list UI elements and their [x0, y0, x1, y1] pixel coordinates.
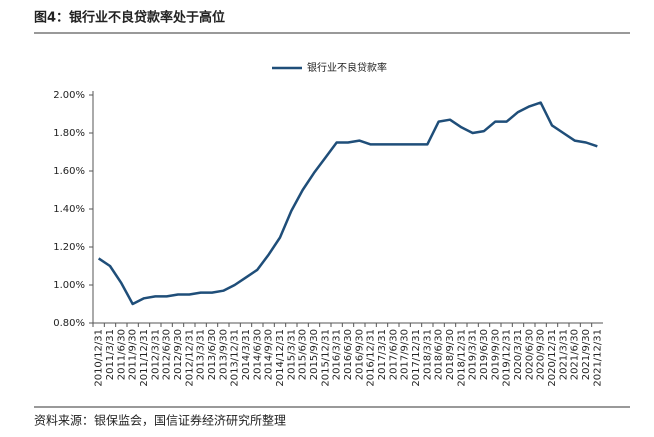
x-tick-label: 2017/9/30	[400, 329, 411, 380]
x-tick-label: 2019/12/31	[502, 329, 513, 387]
y-tick-label: 1.00%	[53, 280, 85, 291]
x-tick-label: 2012/9/30	[173, 329, 184, 380]
x-tick-label: 2020/9/30	[536, 329, 547, 380]
x-tick-label: 2018/3/31	[422, 329, 433, 380]
x-tick-label: 2018/6/30	[434, 329, 445, 380]
source: 资料来源：银保监会，国信证券经济研究所整理	[34, 413, 286, 428]
x-tick-label: 2019/6/30	[479, 329, 490, 380]
x-tick-label: 2018/12/31	[456, 329, 467, 387]
x-tick-label: 2012/3/31	[150, 329, 161, 380]
legend-label: 银行业不良贷款率	[307, 61, 387, 74]
x-tick-label: 2017/3/31	[377, 329, 388, 380]
x-tick-label: 2020/6/30	[524, 329, 535, 380]
x-tick-label: 2014/3/31	[241, 329, 252, 380]
x-tick-label: 2021/9/30	[581, 329, 592, 380]
y-tick-label: 1.40%	[53, 204, 85, 215]
x-tick-label: 2014/12/31	[275, 329, 286, 387]
y-tick-label: 1.80%	[53, 128, 85, 139]
x-tick-label: 2011/3/31	[105, 329, 116, 380]
x-tick-label: 2013/3/31	[196, 329, 207, 380]
x-tick-label: 2016/12/31	[366, 329, 377, 387]
y-tick-label: 0.80%	[53, 318, 85, 329]
y-tick-label: 1.20%	[53, 242, 85, 253]
x-tick-label: 2014/9/30	[264, 329, 275, 380]
y-tick-label: 2.00%	[53, 90, 85, 101]
x-tick-label: 2019/3/31	[468, 329, 479, 380]
x-tick-label: 2015/6/30	[298, 329, 309, 380]
x-tick-label: 2012/6/30	[162, 329, 173, 380]
x-tick-label: 2015/3/31	[286, 329, 297, 380]
chart-title: 图4：银行业不良贷款率处于高位	[34, 10, 225, 26]
x-tick-label: 2017/12/31	[411, 329, 422, 387]
x-tick-label: 2020/12/31	[547, 329, 558, 387]
x-tick-label: 2015/9/30	[309, 329, 320, 380]
x-tick-label: 2021/12/31	[592, 329, 603, 387]
x-tick-label: 2014/6/30	[252, 329, 263, 380]
y-tick-label: 1.60%	[53, 166, 85, 177]
x-tick-label: 2020/3/31	[513, 329, 524, 380]
x-tick-label: 2018/9/30	[445, 329, 456, 380]
x-tick-label: 2016/3/31	[332, 329, 343, 380]
x-tick-label: 2021/3/31	[558, 329, 569, 380]
line	[97, 101, 598, 306]
x-tick-label: 2015/12/31	[320, 329, 331, 387]
x-tick-label: 2011/9/30	[128, 329, 139, 380]
x-tick-label: 2013/6/30	[207, 329, 218, 380]
x-tick-label: 2011/6/30	[116, 329, 127, 380]
x-tick-label: 2013/12/31	[230, 329, 241, 387]
x-tick-label: 2010/12/31	[94, 329, 105, 387]
x-tick-label: 2016/6/30	[343, 329, 354, 380]
x-tick-label: 2016/9/30	[354, 329, 365, 380]
x-tick-label: 2011/12/31	[139, 329, 150, 387]
x-tick-label: 2019/9/30	[490, 329, 501, 380]
x-tick-label: 2021/6/30	[570, 329, 581, 380]
x-tick-label: 2013/9/30	[218, 329, 229, 380]
x-tick-label: 2017/6/30	[388, 329, 399, 380]
x-tick-label: 2012/12/31	[184, 329, 195, 387]
